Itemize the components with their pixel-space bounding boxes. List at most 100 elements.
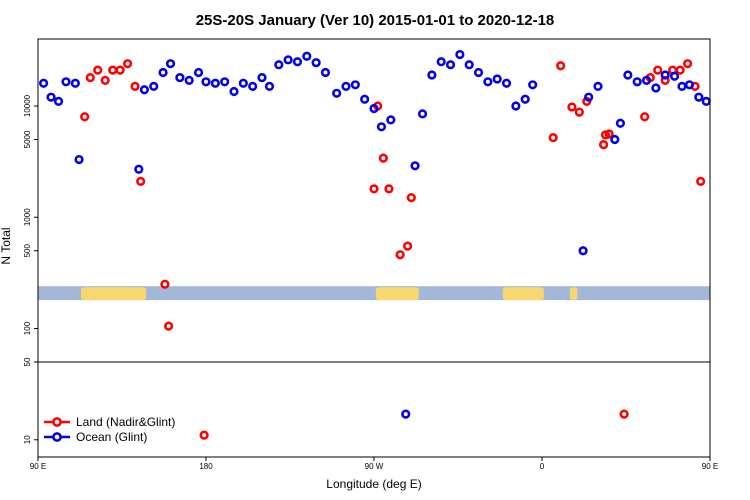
ocean-point (264, 81, 275, 91)
ocean-point (684, 80, 695, 90)
ocean-point (320, 67, 331, 78)
land-point (85, 72, 95, 83)
ocean-point (248, 81, 258, 91)
ocean-point (283, 55, 293, 65)
ocean-point (660, 70, 670, 80)
land-point (395, 250, 405, 260)
ocean-point (386, 115, 396, 125)
y-axis: 10 50 100 500 1000 5000 10000 (23, 94, 38, 444)
ocean-point (74, 154, 84, 165)
x-tick-label: 90 W (365, 462, 384, 471)
land-band-segment (570, 287, 578, 301)
land-ocean-band (38, 286, 710, 301)
ocean-point (410, 161, 420, 171)
land-point (682, 59, 693, 69)
ocean-point (360, 94, 370, 104)
ocean-point (70, 78, 80, 88)
series-land (80, 59, 706, 440)
land-point (640, 112, 650, 122)
land-point (80, 112, 90, 122)
plot-frame (37, 38, 711, 458)
ocean-point (492, 74, 502, 84)
land-band-segment (80, 287, 147, 301)
legend-label: Ocean (Glint) (76, 430, 147, 444)
ocean-point (632, 77, 642, 87)
ocean-point (578, 246, 588, 256)
ocean-point (332, 88, 342, 98)
land-point (108, 65, 118, 75)
ocean-point (302, 51, 312, 61)
y-axis-label: N Total (0, 227, 13, 264)
x-tick-label: 180 (199, 462, 213, 471)
land-point (384, 184, 394, 194)
ocean-point (427, 70, 437, 80)
ocean-point (341, 81, 351, 91)
land-point (199, 430, 209, 440)
legend: Land (Nadir&Glint)Ocean (Glint) (44, 415, 175, 444)
ocean-point (38, 78, 49, 88)
ocean-point (369, 103, 379, 114)
land-point (604, 129, 614, 139)
land-point (653, 65, 663, 75)
ocean-point (184, 75, 194, 85)
x-axis-label: Longitude (deg E) (326, 477, 421, 491)
x-tick-label: 90 E (702, 462, 718, 471)
ocean-point (311, 58, 321, 68)
land-point (406, 193, 416, 203)
x-axis: 90 E 180 90 W 0 90 E (30, 457, 718, 471)
land-point (136, 176, 146, 186)
ocean-point (584, 92, 594, 102)
ocean-point (694, 92, 704, 102)
ocean-point (473, 67, 484, 78)
ocean-point (593, 81, 603, 91)
y-tick-label: 1000 (23, 208, 32, 226)
land-point (115, 65, 125, 75)
ocean-point (257, 72, 267, 83)
land-point (378, 153, 388, 163)
y-tick-label: 50 (23, 357, 32, 366)
ocean-point (46, 92, 56, 102)
ocean-point (501, 78, 512, 88)
ocean-point (229, 86, 239, 97)
ocean-point (401, 409, 411, 419)
ocean-point (641, 75, 652, 85)
ocean-point (483, 77, 493, 87)
chart-title: 25S-20S January (Ver 10) 2015-01-01 to 2… (196, 12, 555, 29)
ocean-point (445, 60, 456, 70)
y-tick-label: 5000 (23, 130, 32, 148)
y-tick-label: 500 (23, 244, 32, 258)
land-point (100, 75, 110, 85)
land-point (164, 321, 174, 331)
x-tick-label: 0 (540, 462, 545, 471)
land-band-segment (375, 287, 419, 301)
ocean-point (615, 118, 626, 128)
land-point (548, 132, 558, 143)
land-point (574, 107, 584, 117)
ocean-point (623, 70, 633, 80)
x-tick-label: 90 E (30, 462, 46, 471)
land-point (619, 409, 629, 419)
ocean-point (436, 57, 446, 67)
legend-marker (52, 432, 62, 442)
land-point (403, 241, 413, 251)
ocean-point (175, 72, 185, 83)
legend-label: Land (Nadir&Glint) (76, 415, 175, 429)
y-tick-label: 100 (23, 321, 32, 335)
ocean-point (149, 81, 159, 91)
ocean-point (274, 60, 284, 70)
ocean-point (511, 101, 521, 111)
ocean-point (134, 164, 144, 174)
ocean-point (520, 94, 530, 104)
ocean-point (201, 77, 211, 87)
land-point (122, 59, 133, 69)
ocean-point (610, 134, 620, 145)
ocean-point (464, 60, 474, 70)
ocean-point (238, 78, 248, 88)
ocean-point (61, 77, 71, 87)
ocean-point (651, 83, 661, 93)
land-point (369, 184, 379, 194)
ocean-point (677, 81, 687, 91)
land-point (696, 176, 706, 186)
land-point (567, 102, 577, 112)
ocean-point (193, 67, 204, 78)
